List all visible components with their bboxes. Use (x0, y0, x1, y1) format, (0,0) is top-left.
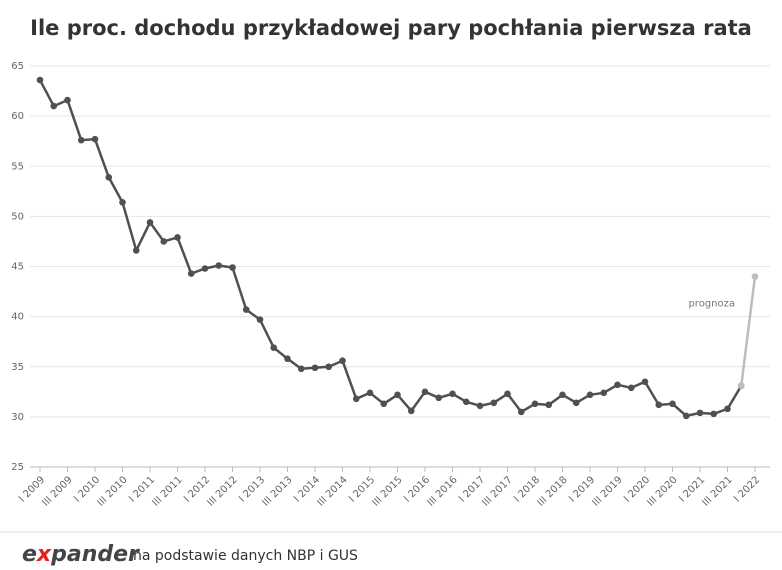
logo-part: pander (50, 542, 140, 567)
point (284, 355, 291, 363)
x-tick-label: III 2012 (205, 474, 239, 508)
point (462, 398, 470, 406)
point (724, 405, 731, 413)
point (36, 76, 44, 84)
x-tick-label: III 2020 (645, 474, 679, 508)
x-tick-label: III 2019 (590, 474, 624, 508)
logo-part: e (22, 542, 37, 567)
x-tick-label: III 2011 (150, 474, 184, 508)
point (242, 306, 250, 313)
point (586, 391, 594, 399)
x-tick-label: III 2010 (95, 474, 129, 508)
y-tick-label: 45 (11, 262, 24, 273)
point (696, 409, 704, 417)
point (50, 102, 58, 110)
y-tick-label: 65 (11, 61, 24, 72)
point (339, 357, 346, 365)
point (77, 136, 85, 144)
point (559, 391, 566, 399)
point (655, 401, 663, 409)
point (517, 408, 525, 416)
point (91, 135, 99, 143)
point (311, 364, 319, 372)
point (407, 407, 415, 415)
point (366, 389, 374, 397)
point (215, 262, 223, 269)
point (325, 363, 333, 371)
logo: expander (22, 542, 140, 567)
x-tick-label: III 2014 (315, 474, 349, 508)
point (737, 382, 745, 390)
point (531, 400, 539, 408)
point (449, 390, 456, 398)
point (490, 399, 498, 407)
point (600, 389, 608, 397)
point (132, 247, 140, 254)
point (270, 344, 278, 352)
point (119, 199, 126, 206)
point (146, 219, 154, 226)
point (394, 391, 401, 399)
point (682, 412, 690, 420)
x-tick-label: I 2022 (732, 474, 762, 504)
x-tick-label: III 2009 (40, 474, 74, 508)
point (187, 270, 195, 277)
line (38, 79, 743, 418)
point (352, 395, 360, 403)
x-tick-label: III 2018 (535, 474, 569, 508)
point (297, 365, 305, 373)
point (641, 378, 649, 386)
point (435, 394, 443, 402)
point (64, 96, 71, 104)
point (380, 400, 388, 408)
y-tick-label: 50 (11, 211, 24, 222)
point (476, 402, 484, 410)
logo-part: x (36, 542, 52, 567)
point (504, 390, 511, 398)
x-tick-label: III 2021 (700, 474, 734, 508)
y-tick-label: 55 (11, 161, 24, 172)
y-tick-label: 60 (11, 111, 24, 122)
chart-title: Ile proc. dochodu przykładowej pary poch… (30, 16, 752, 40)
point (751, 273, 759, 280)
line (740, 276, 757, 386)
point (572, 399, 580, 407)
point (201, 265, 209, 272)
point (614, 381, 621, 389)
y-tick-label: 25 (11, 462, 24, 473)
point (627, 384, 635, 392)
point (421, 388, 429, 396)
x-tick-label: III 2016 (425, 474, 459, 508)
point (174, 234, 181, 241)
y-tick-label: 30 (11, 412, 24, 423)
point (669, 400, 676, 408)
point (160, 238, 168, 245)
x-tick-label: III 2015 (370, 474, 404, 508)
point (256, 316, 264, 323)
point (710, 410, 718, 418)
y-tick-label: 35 (11, 362, 24, 373)
point (105, 173, 113, 181)
x-tick-label: III 2017 (480, 474, 514, 508)
x-tick-label: III 2013 (260, 474, 294, 508)
y-tick-label: 40 (11, 312, 24, 323)
source: na podstawie danych NBP i GUS (133, 548, 358, 564)
point (545, 401, 553, 409)
annotation: prognoza (688, 299, 735, 310)
point (229, 264, 236, 271)
